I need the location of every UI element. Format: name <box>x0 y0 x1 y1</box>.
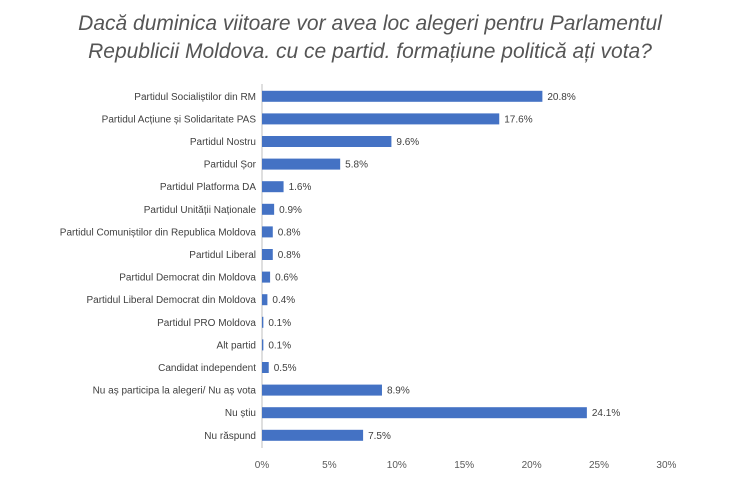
value-label: 5.8% <box>345 160 368 171</box>
x-tick-label: 0% <box>255 460 270 471</box>
category-label: Partidul Comuniștilor din Republica Mold… <box>60 227 257 238</box>
value-label: 1.6% <box>289 182 312 193</box>
value-label: 0.5% <box>274 363 297 374</box>
bar <box>262 136 392 147</box>
bar <box>262 158 341 170</box>
bar <box>262 339 264 351</box>
category-label: Nu răspund <box>204 431 256 442</box>
bar <box>262 249 273 260</box>
category-label: Partidul Platforma DA <box>160 182 256 193</box>
bars-group: Partidul Socialiștilor din RM 20.8% Partid… <box>60 90 620 442</box>
category-label: Partidul Democrat din Moldova <box>119 273 256 284</box>
category-label: Partidul Socialiștilor din RM <box>134 92 256 103</box>
value-label: 0.1% <box>268 318 291 329</box>
category-label: Partidul Liberal Democrat din Moldova <box>86 295 256 306</box>
value-label: 17.6% <box>504 114 532 125</box>
bar <box>262 203 275 215</box>
value-label: 0.9% <box>279 205 302 216</box>
chart-title-line-2: Republicii Moldova. cu ce partid. formaț… <box>88 40 652 63</box>
value-label: 0.8% <box>278 250 301 261</box>
x-tick-label: 20% <box>522 460 542 471</box>
bar <box>262 181 284 193</box>
value-label: 8.9% <box>387 386 410 397</box>
bar <box>262 384 382 396</box>
category-label: Partidul PRO Moldova <box>157 318 256 329</box>
value-label: 0.6% <box>275 273 298 284</box>
category-label: Candidat independent <box>158 363 256 374</box>
x-tick-label: 25% <box>589 460 609 471</box>
category-label: Partidul Acțiune și Solidaritate PAS <box>102 114 257 125</box>
chart-title-line-1: Dacă duminica viitoare vor avea loc aleg… <box>78 12 662 35</box>
value-label: 9.6% <box>396 137 419 148</box>
bar <box>262 90 543 102</box>
category-label: Nu aș participa la alegeri/ Nu aș vota <box>93 386 257 397</box>
value-label: 0.1% <box>268 340 291 351</box>
x-tick-label: 10% <box>387 460 407 471</box>
bar <box>262 407 587 419</box>
x-tick-label: 5% <box>322 460 337 471</box>
bar <box>262 429 364 441</box>
category-label: Partidul Unității Naționale <box>144 205 257 216</box>
x-axis-ticks: 0% 5% 10% 15% 20% 25% 30% <box>255 460 677 471</box>
bar <box>262 113 500 125</box>
value-label: 0.4% <box>272 295 295 306</box>
value-label: 0.8% <box>278 227 301 238</box>
value-label: 20.8% <box>547 92 575 103</box>
category-label: Partidul Liberal <box>189 250 256 261</box>
bar <box>262 226 273 238</box>
category-label: Alt partid <box>217 340 256 351</box>
bar <box>262 316 264 328</box>
bar <box>262 294 268 306</box>
bar <box>262 271 271 283</box>
category-label: Nu știu <box>225 408 256 419</box>
chart-title: Dacă duminica viitoare vor avea loc aleg… <box>0 10 740 66</box>
bar <box>262 362 269 373</box>
x-tick-label: 30% <box>656 460 676 471</box>
category-label: Partidul Nostru <box>190 137 256 148</box>
value-label: 24.1% <box>592 408 620 419</box>
x-tick-label: 15% <box>454 460 474 471</box>
value-label: 7.5% <box>368 431 391 442</box>
category-label: Partidul Șor <box>204 160 257 171</box>
